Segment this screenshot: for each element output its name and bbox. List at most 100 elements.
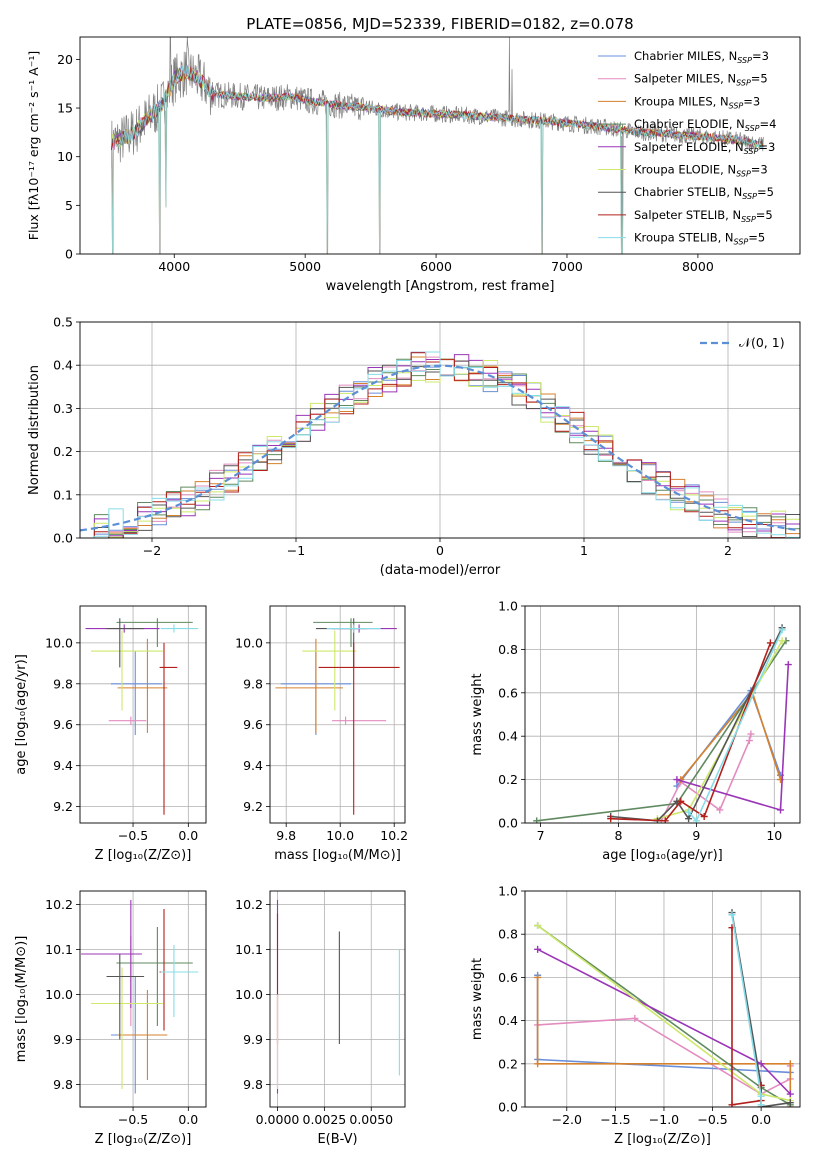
y-tick-label: 15 bbox=[57, 101, 73, 116]
y-tick-label: 0.8 bbox=[498, 927, 518, 942]
legend-label: Kroupa MILES, NSSP=3 bbox=[634, 94, 760, 110]
y-tick-label: 9.9 bbox=[243, 1032, 263, 1047]
plot-area bbox=[275, 618, 400, 815]
y-tick-label: 10 bbox=[57, 149, 73, 164]
x-tick-label: 0.0 bbox=[178, 828, 198, 843]
x-axis-label: Z [log₁₀(Z/Z⊙)] bbox=[95, 848, 192, 863]
plot-area bbox=[80, 351, 800, 538]
panel-mass_vs_Z: −0.5 0.0 9.8 9.9 10.0 10.1 10.2 Z [log₁₀(Z/Z⊙)]… bbox=[14, 890, 207, 1147]
x-tick-label: −0.5 bbox=[697, 1112, 727, 1127]
weight-marker bbox=[534, 945, 542, 953]
axes-frame bbox=[79, 890, 207, 1108]
y-tick-label: 0.3 bbox=[53, 401, 73, 416]
y-tick-label: 10.2 bbox=[45, 897, 73, 912]
legend-label: Kroupa STELIB, NSSP=5 bbox=[634, 231, 765, 247]
x-tick-label: 4000 bbox=[158, 259, 190, 274]
x-tick-label: 10.0 bbox=[326, 828, 354, 843]
axes-frame bbox=[79, 605, 207, 824]
weight-marker bbox=[700, 812, 708, 820]
axes-frame bbox=[269, 890, 406, 1108]
errorbar-point bbox=[302, 630, 357, 711]
x-tick-label: 0.0000 bbox=[256, 1112, 300, 1127]
panel-age_vs_mass: 9.8 10.0 10.2 9.2 9.4 9.6 9.8 10.0 mass [log₁₀(M… bbox=[235, 605, 408, 863]
plot-area bbox=[111, 37, 764, 254]
errorbar-point bbox=[159, 909, 178, 1031]
errorbar-point bbox=[160, 624, 199, 633]
x-tick-label: 10.2 bbox=[380, 828, 408, 843]
errorbar-point bbox=[91, 967, 163, 1089]
weight-marker bbox=[692, 817, 700, 823]
x-axis-label: wavelength [Angstrom, rest frame] bbox=[326, 279, 555, 294]
errorbar-point bbox=[91, 630, 163, 711]
errorbar-point bbox=[116, 927, 193, 1026]
y-tick-label: 0.4 bbox=[498, 729, 518, 744]
weight-marker bbox=[534, 973, 542, 981]
x-tick-label: −2.0 bbox=[552, 1112, 582, 1127]
weight-marker bbox=[728, 1101, 736, 1107]
x-tick-label: 6000 bbox=[420, 259, 452, 274]
legend: 𝒩(0, 1) bbox=[700, 335, 785, 350]
x-axis-label: (data-model)/error bbox=[380, 563, 501, 578]
weight-marker bbox=[786, 1060, 794, 1068]
errorbar-point bbox=[332, 716, 387, 725]
legend-label: Chabrier STELIB, NSSP=5 bbox=[634, 185, 774, 201]
x-tick-label: −1.5 bbox=[600, 1112, 630, 1127]
x-tick-label: −2 bbox=[143, 543, 161, 558]
x-axis-label: mass [log₁₀(M/M⊙)] bbox=[274, 848, 401, 863]
y-tick-label: 9.2 bbox=[53, 799, 73, 814]
plot-area bbox=[276, 900, 400, 1094]
y-tick-label: 5 bbox=[65, 198, 73, 213]
y-tick-label: 9.4 bbox=[243, 758, 263, 773]
weight-marker bbox=[677, 797, 685, 805]
y-tick-label: 9.2 bbox=[243, 799, 263, 814]
y-tick-label: 0.6 bbox=[498, 685, 518, 700]
weight-marker bbox=[534, 1060, 542, 1068]
y-tick-label: 9.8 bbox=[243, 1077, 263, 1092]
weight-line bbox=[536, 640, 787, 822]
y-tick-label: 0.0 bbox=[498, 816, 518, 831]
y-tick-label: 9.8 bbox=[243, 676, 263, 691]
errorbar-point bbox=[326, 624, 381, 633]
y-axis-label: mass weight bbox=[470, 673, 485, 755]
axes-frame bbox=[524, 890, 801, 1108]
x-tick-label: 10 bbox=[766, 828, 782, 843]
weight-marker bbox=[716, 806, 724, 814]
y-tick-label: 0.4 bbox=[498, 1013, 518, 1028]
panel-weight_vs_age: 7 8 9 10 0.0 0.2 0.4 0.6 0.8 1.0 age [log₁₀(age/yr… bbox=[470, 599, 801, 863]
y-tick-label: 10.0 bbox=[235, 987, 263, 1002]
weight-line bbox=[676, 664, 790, 812]
weight-marker bbox=[786, 1090, 794, 1098]
y-tick-label: 0.4 bbox=[53, 358, 73, 373]
weight-line bbox=[610, 642, 772, 822]
y-tick-label: 20 bbox=[57, 52, 73, 67]
x-tick-label: 8 bbox=[615, 828, 623, 843]
y-tick-label: 10.2 bbox=[235, 897, 263, 912]
errorbar-point bbox=[117, 990, 168, 1080]
y-tick-label: 0.0 bbox=[498, 1100, 518, 1115]
y-tick-label: 9.8 bbox=[53, 1077, 73, 1092]
y-tick-label: 0.0 bbox=[53, 531, 73, 546]
plot-area bbox=[534, 909, 794, 1107]
figure-title: PLATE=0856, MJD=52339, FIBERID=0182, z=0… bbox=[246, 15, 633, 33]
y-tick-label: 9.6 bbox=[53, 717, 73, 732]
model-spectrum-7 bbox=[111, 66, 764, 150]
legend-label: Chabrier MILES, NSSP=3 bbox=[634, 49, 769, 65]
legend-label: Salpeter MILES, NSSP=5 bbox=[634, 72, 768, 88]
plot-area bbox=[533, 624, 792, 823]
y-tick-label: 10.1 bbox=[45, 942, 73, 957]
weight-marker bbox=[745, 737, 753, 745]
errorbar-point bbox=[108, 716, 147, 725]
y-tick-label: 9.9 bbox=[53, 1032, 73, 1047]
y-tick-label: 0.5 bbox=[53, 315, 73, 330]
y-tick-label: 1.0 bbox=[498, 884, 518, 899]
weight-marker bbox=[728, 911, 736, 919]
legend-label: Salpeter STELIB, NSSP=5 bbox=[634, 208, 773, 224]
y-tick-label: 10.0 bbox=[235, 635, 263, 650]
panel-spectrum: Chabrier MILES, NSSP=3 Salpeter MILES, NS… bbox=[26, 36, 801, 294]
model-spectrum-6 bbox=[111, 67, 764, 150]
x-tick-label: 1 bbox=[580, 543, 588, 558]
hist-8 bbox=[80, 351, 800, 538]
y-tick-label: 1.0 bbox=[498, 599, 518, 614]
weight-marker bbox=[534, 922, 542, 930]
weight-marker bbox=[757, 1101, 765, 1107]
